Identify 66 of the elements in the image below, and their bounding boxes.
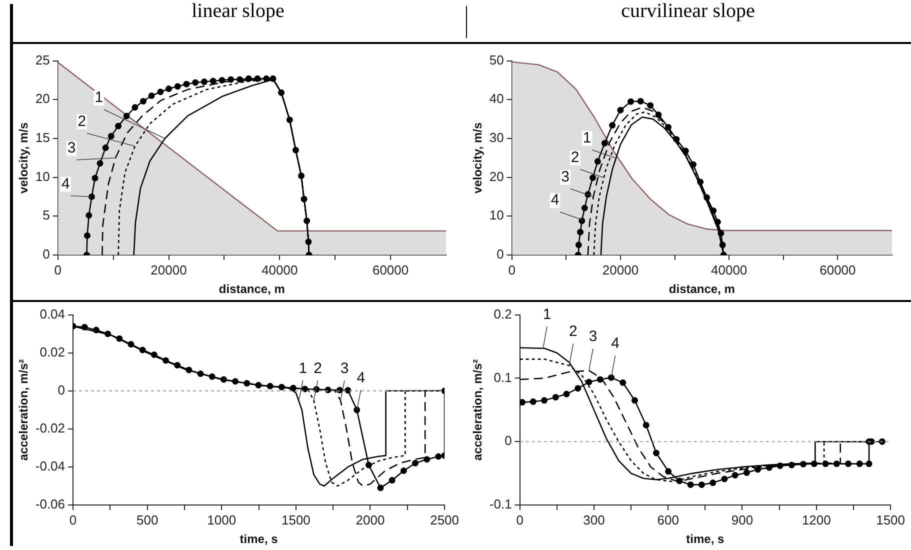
annotation: 2 [570, 148, 580, 166]
x-tick-label: 2000 [356, 512, 385, 528]
y-tick-label: 0 [504, 433, 512, 448]
x-tick-label: 40000 [262, 262, 298, 278]
x-axis-title: distance, m [218, 282, 285, 296]
y-tick-label: 15 [35, 130, 50, 146]
annotation: 3 [340, 360, 349, 378]
chart-title: linear slope [190, 0, 286, 24]
x-tick-label: 0 [516, 512, 524, 528]
x-tick-label: 900 [731, 512, 754, 528]
x-tick-label: 2500 [430, 512, 459, 528]
x-tick-label: 1500 [876, 512, 905, 528]
y-tick-label: -0.1 [489, 496, 512, 512]
annotation: 2 [314, 360, 322, 378]
y-tick-label: 0 [58, 382, 66, 398]
y-axis-title: acceleration, m/s² [470, 359, 485, 461]
y-tick-label: 20 [35, 91, 50, 106]
annotation: 2 [569, 323, 578, 340]
y-tick-label: -0.04 [35, 458, 66, 474]
chart-title: curvilinear slope [620, 0, 756, 24]
annotation: 4 [356, 370, 366, 387]
y-tick-label: 40 [489, 91, 504, 106]
x-tick-label: 60000 [372, 262, 409, 278]
annotation: 1 [94, 89, 104, 106]
x-axis-title: time, s [240, 532, 278, 546]
annotation: 2 [78, 112, 86, 130]
x-tick-label: 500 [136, 512, 158, 528]
x-tick-label: 600 [657, 512, 679, 528]
x-axis-title: distance, m [668, 282, 735, 296]
annotation: 4 [62, 175, 70, 192]
annotation: 3 [561, 168, 570, 186]
y-tick-label: -0.06 [35, 496, 66, 512]
x-tick-label: 1200 [802, 512, 831, 528]
annotation: 1 [542, 306, 552, 324]
y-tick-label: 10 [35, 168, 50, 184]
annotation: 3 [588, 328, 598, 346]
x-tick-label: 60000 [820, 262, 856, 278]
annotation: 4 [550, 192, 560, 209]
y-tick-label: 50 [489, 52, 504, 68]
x-axis-title: time, s [686, 532, 725, 546]
y-axis-title: acceleration, m/s² [16, 359, 31, 461]
y-tick-label: 5 [42, 208, 50, 223]
y-tick-label: 30 [489, 130, 504, 146]
x-tick-label: 40000 [711, 262, 748, 278]
y-axis-title: velocity, m/s [470, 122, 485, 194]
y-tick-label: 10 [489, 208, 504, 223]
x-tick-label: 20000 [602, 262, 639, 278]
annotation: 1 [582, 130, 592, 147]
y-tick-label: 25 [35, 52, 50, 68]
y-tick-label: 0.1 [494, 370, 512, 385]
annotation: 3 [67, 140, 76, 157]
y-tick-label: 0 [42, 246, 50, 262]
x-tick-label: 300 [583, 512, 605, 528]
annotation: 4 [611, 335, 620, 352]
y-tick-label: 0 [496, 246, 504, 262]
x-tick-label: 20000 [150, 262, 187, 278]
x-tick-label: 1500 [281, 512, 310, 528]
x-tick-label: 1000 [207, 512, 236, 528]
y-tick-label: 0.04 [40, 306, 66, 322]
y-axis-title: velocity, m/s [16, 122, 31, 194]
annotation: 1 [298, 360, 308, 378]
y-tick-label: -0.02 [35, 420, 66, 436]
y-tick-label: 20 [489, 168, 504, 184]
x-tick-label: 0 [69, 512, 77, 528]
y-tick-label: 0.2 [494, 306, 512, 322]
y-tick-label: 0.02 [40, 344, 66, 360]
